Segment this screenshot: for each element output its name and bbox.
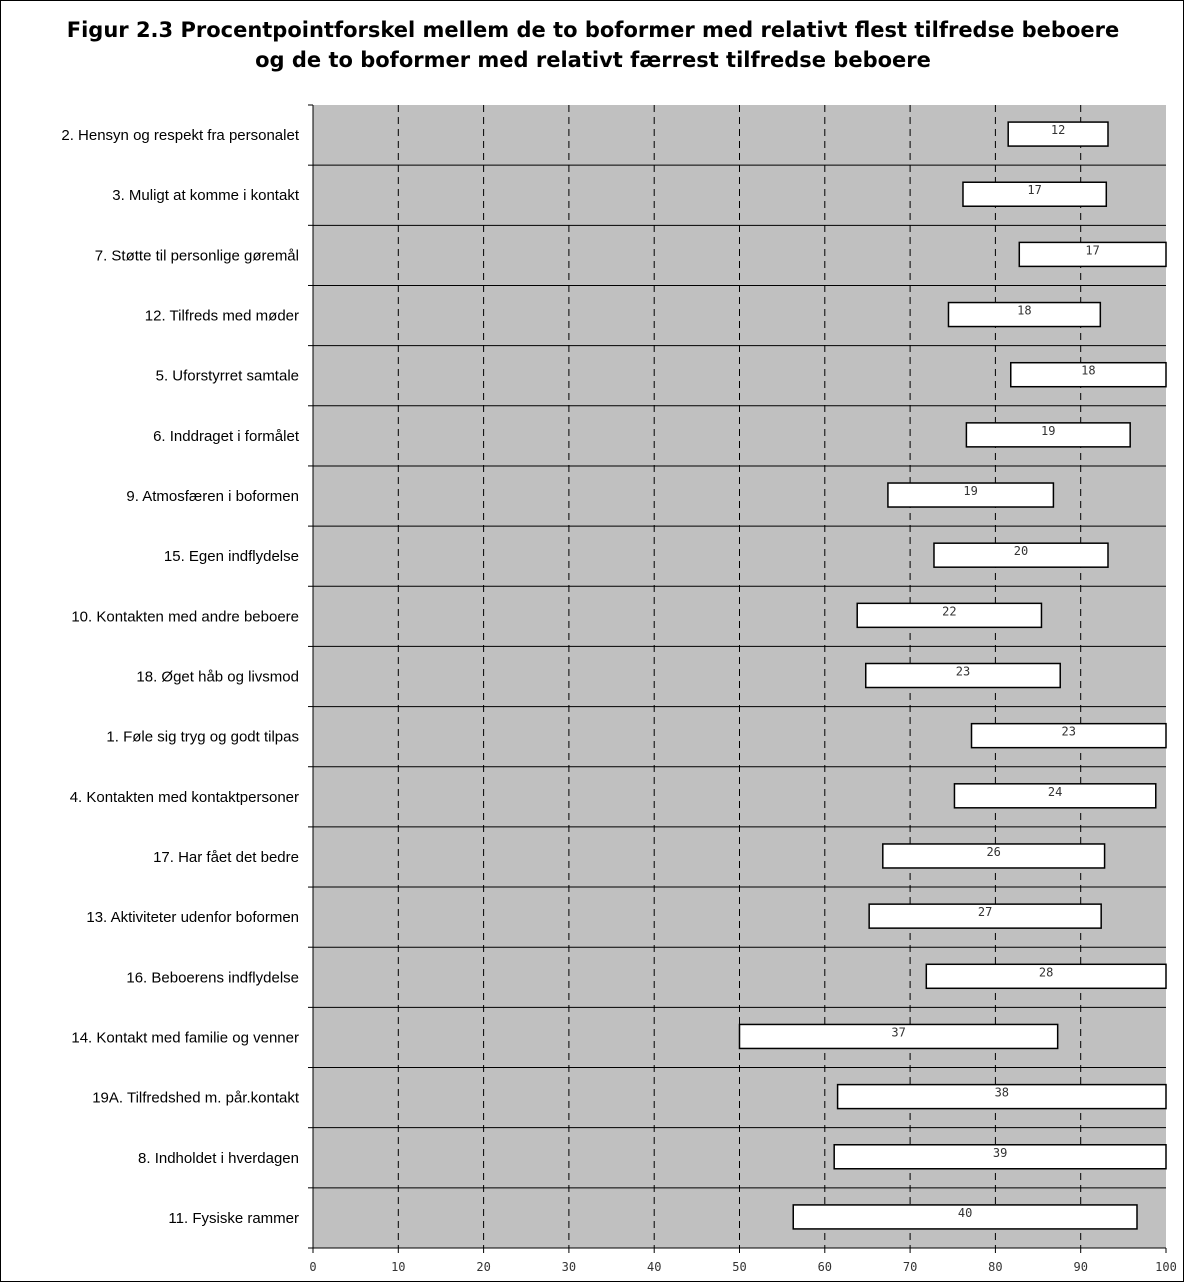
category-label: 9. Atmosfæren i boformen bbox=[126, 488, 299, 505]
range-bar bbox=[836, 1083, 1167, 1110]
x-tick-label: 50 bbox=[732, 1260, 746, 1274]
range-bar bbox=[887, 482, 1055, 508]
category-label: 5. Uforstyrret samtale bbox=[156, 368, 299, 385]
category-label: 13. Aktiviteter udenfor boformen bbox=[86, 909, 299, 926]
bar-value-label: 23 bbox=[1062, 725, 1076, 739]
bar-value-label: 19 bbox=[1041, 424, 1055, 438]
bar-value-label: 17 bbox=[1085, 243, 1099, 257]
x-tick-label: 70 bbox=[903, 1260, 917, 1274]
x-tick-label: 80 bbox=[988, 1260, 1002, 1274]
bar-value-label: 38 bbox=[995, 1086, 1009, 1100]
x-tick-label: 30 bbox=[562, 1260, 576, 1274]
category-label: 10. Kontakten med andre beboere bbox=[71, 608, 299, 625]
category-label: 18. Øget håb og livsmod bbox=[136, 669, 299, 686]
category-label: 8. Indholdet i hverdagen bbox=[138, 1150, 299, 1167]
bar-value-label: 20 bbox=[1014, 544, 1028, 558]
chart-title-line-2: og de to boformer med relativt færrest t… bbox=[255, 48, 931, 72]
range-bar bbox=[965, 422, 1131, 448]
range-bar bbox=[864, 662, 1061, 689]
category-label: 15. Egen indflydelse bbox=[164, 548, 299, 565]
x-tick-label: 20 bbox=[476, 1260, 490, 1274]
category-label: 19A. Tilfredshed m. pår.kontakt bbox=[92, 1090, 300, 1107]
bar-value-label: 23 bbox=[956, 665, 970, 679]
category-label: 1. Føle sig tryg og godt tilpas bbox=[106, 729, 299, 746]
range-bar bbox=[970, 722, 1167, 749]
range-bar bbox=[933, 542, 1109, 568]
range-bar bbox=[868, 903, 1102, 929]
bar-value-label: 26 bbox=[986, 845, 1000, 859]
range-bar bbox=[882, 843, 1106, 869]
range-bar bbox=[738, 1023, 1059, 1050]
range-bar bbox=[1007, 121, 1109, 147]
chart-title: Figur 2.3 Procentpointforskel mellem de … bbox=[41, 15, 1145, 75]
range-bar bbox=[962, 181, 1108, 207]
chart-title-line-1: Figur 2.3 Procentpointforskel mellem de … bbox=[66, 18, 1120, 42]
range-bar bbox=[792, 1204, 1138, 1230]
x-tick-label: 60 bbox=[818, 1260, 832, 1274]
category-label: 3. Muligt at komme i kontakt bbox=[112, 187, 300, 204]
category-label: 7. Støtte til personlige gøremål bbox=[95, 247, 299, 264]
category-label: 12. Tilfreds med møder bbox=[145, 308, 299, 325]
bar-value-label: 18 bbox=[1081, 364, 1095, 378]
x-tick-label: 100 bbox=[1155, 1260, 1177, 1274]
range-bar bbox=[947, 301, 1102, 328]
bar-value-label: 22 bbox=[942, 604, 956, 618]
x-tick-label: 10 bbox=[391, 1260, 405, 1274]
bar-value-label: 24 bbox=[1048, 785, 1062, 799]
bar-value-label: 18 bbox=[1017, 304, 1031, 318]
x-tick-label: 40 bbox=[647, 1260, 661, 1274]
range-bar bbox=[1018, 241, 1167, 268]
category-label: 17. Har fået det bedre bbox=[153, 849, 299, 866]
bar-value-label: 17 bbox=[1027, 183, 1041, 197]
bar-value-label: 12 bbox=[1051, 123, 1065, 137]
range-bar bbox=[856, 602, 1043, 629]
category-label: 4. Kontakten med kontaktpersoner bbox=[70, 789, 299, 806]
category-label: 14. Kontakt med familie og venner bbox=[71, 1029, 299, 1046]
bar-value-label: 27 bbox=[978, 905, 992, 919]
range-bar bbox=[833, 1144, 1167, 1170]
bar-value-label: 39 bbox=[993, 1146, 1007, 1160]
bar-value-label: 28 bbox=[1039, 965, 1053, 979]
category-label: 6. Inddraget i formålet bbox=[153, 428, 300, 445]
category-label: 11. Fysiske rammer bbox=[168, 1210, 299, 1227]
range-bar bbox=[953, 783, 1157, 809]
range-bar bbox=[1010, 361, 1167, 388]
bar-value-label: 37 bbox=[891, 1025, 905, 1039]
bar-value-label: 19 bbox=[963, 484, 977, 498]
x-tick-label: 0 bbox=[309, 1260, 316, 1274]
bar-value-label: 40 bbox=[958, 1206, 972, 1220]
category-label: 16. Beboerens indflydelse bbox=[126, 969, 299, 986]
range-bar bbox=[925, 963, 1167, 990]
category-label: 2. Hensyn og respekt fra personalet bbox=[61, 127, 299, 144]
x-tick-label: 90 bbox=[1073, 1260, 1087, 1274]
